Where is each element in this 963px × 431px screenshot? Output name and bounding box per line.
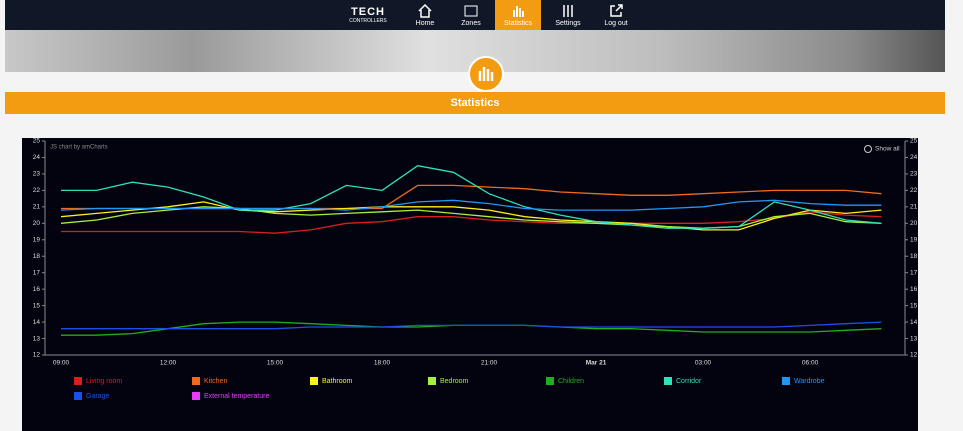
y-tick-label: 23 — [33, 171, 41, 178]
legend-label: Garage — [86, 393, 109, 400]
legend-swatch — [310, 377, 318, 385]
series-line — [61, 211, 882, 234]
y2-tick-label: 14 — [910, 319, 918, 326]
x-tick-label: 21:00 — [481, 360, 498, 367]
x-tick-label: 09:00 — [53, 360, 70, 367]
legend-label: Children — [558, 378, 584, 385]
y-tick-label: 24 — [33, 154, 41, 161]
legend-label: Wardrobe — [794, 378, 825, 385]
y2-tick-label: 18 — [910, 253, 918, 260]
legend-swatch — [192, 377, 200, 385]
y-tick-label: 15 — [33, 302, 41, 309]
brand-sub: CONTROLLERS — [349, 18, 387, 24]
y-tick-label: 13 — [33, 335, 41, 342]
brand-name: TECH — [351, 6, 385, 18]
nav-label: Settings — [555, 20, 581, 27]
nav-item[interactable]: Statistics — [495, 0, 541, 30]
section-title: Statistics — [5, 92, 945, 114]
icon — [610, 4, 623, 17]
y2-tick-label: 20 — [910, 220, 918, 227]
brand: TECH CONTROLLERS — [343, 6, 393, 24]
nav-item[interactable]: Log out — [593, 0, 639, 30]
y2-tick-label: 21 — [910, 204, 918, 211]
nav-item[interactable]: Home — [402, 0, 448, 30]
y2-tick-label: 25 — [910, 138, 918, 145]
legend-swatch — [192, 392, 200, 400]
y-tick-label: 16 — [33, 286, 41, 293]
legend-label: Bedroom — [440, 378, 469, 385]
legend-swatch — [74, 392, 82, 400]
y2-tick-label: 22 — [910, 187, 918, 194]
nav-label: Home — [415, 20, 435, 27]
icon — [563, 5, 573, 17]
icon — [464, 5, 478, 17]
x-tick-label: 03:00 — [695, 360, 712, 367]
y-tick-label: 14 — [33, 319, 41, 326]
nav-item[interactable]: Zones — [448, 0, 494, 30]
y-tick-label: 22 — [33, 187, 41, 194]
nav-bar: TECH CONTROLLERS Home Zones Statistics S… — [5, 0, 945, 30]
y-tick-label: 12 — [33, 352, 41, 359]
y-tick-label: 25 — [33, 138, 41, 145]
x-tick-label: 18:00 — [374, 360, 391, 367]
nav-label: Log out — [604, 20, 628, 27]
series-line — [60, 201, 882, 231]
y2-tick-label: 23 — [910, 171, 918, 178]
zoom-icon[interactable] — [864, 145, 872, 153]
y2-tick-label: 12 — [910, 352, 918, 359]
y-tick-label: 21 — [33, 204, 41, 211]
series-line — [60, 206, 882, 229]
legend-label: Kitchen — [204, 378, 227, 385]
legend-label: External temperature — [204, 393, 269, 400]
nav-label: Zones — [461, 20, 481, 27]
y-tick-label: 20 — [33, 220, 41, 227]
legend-swatch — [428, 377, 436, 385]
y2-tick-label: 15 — [910, 302, 918, 309]
legend-label: Bathroom — [322, 378, 353, 385]
legend-swatch — [664, 377, 672, 385]
nav-label: Statistics — [503, 20, 532, 27]
x-tick-label: 06:00 — [802, 360, 819, 367]
x-tick-label: 15:00 — [267, 360, 284, 367]
icon — [478, 67, 494, 81]
y-tick-label: 18 — [33, 253, 41, 260]
zoom-button[interactable]: Show all — [875, 146, 900, 153]
y2-tick-label: 17 — [910, 269, 918, 276]
series-line — [60, 199, 882, 211]
legend-label: Corridor — [676, 378, 702, 385]
legend-swatch — [74, 377, 82, 385]
y-tick-label: 19 — [33, 236, 41, 243]
y2-tick-label: 19 — [910, 236, 918, 243]
chart-credit: JS chart by amCharts — [50, 145, 108, 151]
y2-tick-label: 13 — [910, 335, 918, 342]
series-line — [61, 165, 882, 229]
section-icon — [468, 56, 504, 92]
legend-swatch — [546, 377, 554, 385]
icon — [513, 6, 524, 17]
nav-item[interactable]: Settings — [545, 0, 591, 30]
legend-swatch — [782, 377, 790, 385]
legend-label: Living room — [86, 378, 122, 385]
series-line — [61, 321, 882, 330]
y2-tick-label: 16 — [910, 286, 918, 293]
x-tick-label: Mar 21 — [586, 360, 607, 367]
y-tick-label: 17 — [33, 269, 41, 276]
y2-tick-label: 24 — [910, 154, 918, 161]
icon — [418, 4, 432, 18]
x-tick-label: 12:00 — [160, 360, 177, 367]
